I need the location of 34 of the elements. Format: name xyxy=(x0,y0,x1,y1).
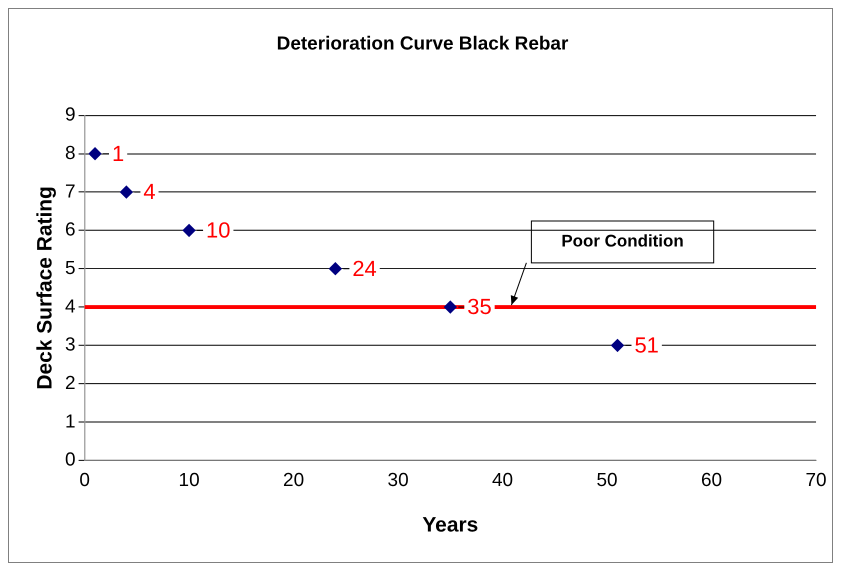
annotation: Poor Condition xyxy=(561,232,684,251)
x-tick-label: 20 xyxy=(283,470,304,491)
x-axis-title: Years xyxy=(422,513,478,536)
annotation: 4 xyxy=(143,179,156,204)
y-tick-label: 3 xyxy=(65,334,76,356)
y-tick-label: 5 xyxy=(65,258,76,279)
x-tick-label: 30 xyxy=(388,470,409,491)
x-tick-label: 40 xyxy=(492,470,514,491)
y-tick-label: 4 xyxy=(65,296,76,318)
x-tick-label: 50 xyxy=(596,470,618,491)
y-tick-label: 0 xyxy=(65,450,76,471)
chart-title: Deterioration Curve Black Rebar xyxy=(276,33,569,54)
y-tick-label: 6 xyxy=(65,220,76,241)
point xyxy=(182,224,196,237)
x-tick-label: 70 xyxy=(805,470,827,491)
point xyxy=(328,262,342,276)
annotation: 1 xyxy=(112,140,124,166)
y-tick-label: 7 xyxy=(65,181,76,202)
x-tick-label: 60 xyxy=(701,470,722,491)
y-tick-label: 8 xyxy=(65,142,76,164)
point xyxy=(120,186,133,199)
x-tick-label: 10 xyxy=(178,470,200,491)
y-tick-label: 1 xyxy=(65,411,76,432)
y-axis-title: Deck Surface Rating xyxy=(33,186,56,390)
point xyxy=(88,147,102,160)
y-tick-label: 2 xyxy=(65,372,76,394)
annotation: 24 xyxy=(352,256,377,281)
point xyxy=(611,338,624,352)
annotation: 35 xyxy=(467,294,492,320)
x-tick-label: 0 xyxy=(79,470,90,491)
annotation: 51 xyxy=(634,332,659,358)
annotation: 10 xyxy=(206,217,230,242)
y-tick-label: 9 xyxy=(65,104,76,126)
point xyxy=(444,300,457,314)
